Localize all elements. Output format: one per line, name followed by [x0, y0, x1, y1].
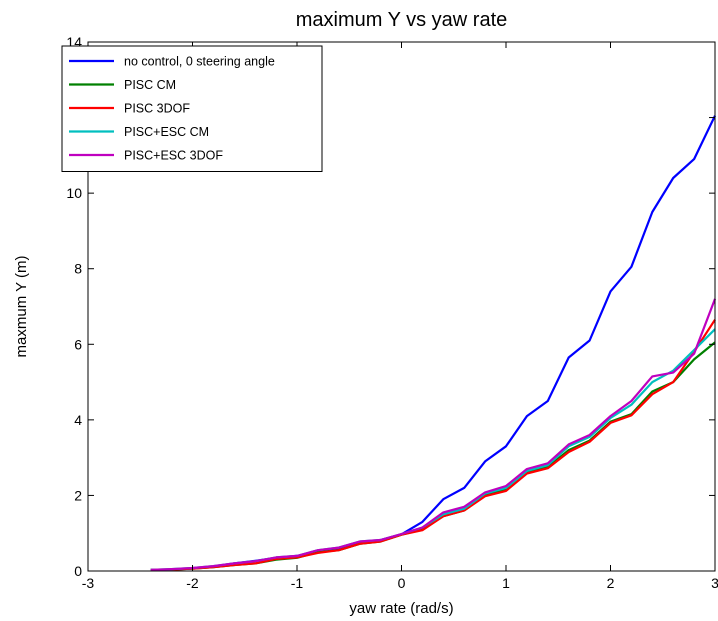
legend-label: PISC+ESC 3DOF: [124, 149, 223, 163]
series-layer: [150, 115, 717, 571]
y-tick-label: 10: [66, 185, 82, 201]
y-tick-label: 4: [74, 412, 82, 428]
series-line-3: [150, 319, 716, 571]
y-tick-label: 8: [74, 261, 82, 277]
y-tick-label: 2: [74, 487, 82, 503]
legend-label: PISC CM: [124, 78, 176, 92]
x-tick-label: -1: [291, 575, 304, 591]
x-tick-label: 3: [711, 575, 718, 591]
x-axis-label: yaw rate (rad/s): [349, 600, 453, 617]
chart-title: maximum Y vs yaw rate: [296, 9, 508, 31]
y-axis-label: maxmum Y (m): [13, 256, 30, 358]
series-line-5: [150, 298, 717, 571]
x-tick-label: -3: [82, 575, 95, 591]
y-tick-label: 6: [74, 336, 82, 352]
x-tick-label: 0: [398, 575, 406, 591]
x-tick-label: -2: [186, 575, 199, 591]
legend-label: PISC 3DOF: [124, 102, 190, 116]
y-tick-label: 0: [74, 563, 82, 579]
legend: no control, 0 steering angle PISC CM PISC …: [61, 45, 323, 172]
x-tick-label: 1: [502, 575, 510, 591]
legend-label: no control, 0 steering angle: [124, 55, 275, 69]
legend-label: PISC+ESC CM: [124, 125, 209, 139]
x-tick-label: 2: [607, 575, 615, 591]
